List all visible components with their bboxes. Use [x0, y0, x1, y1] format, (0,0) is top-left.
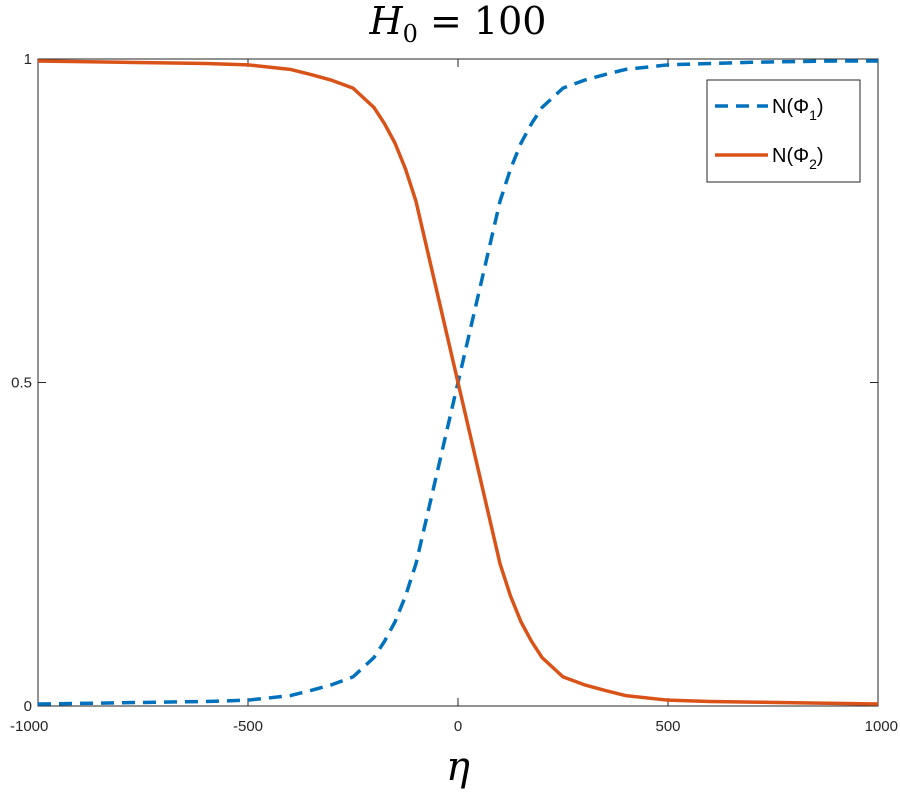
y-tick-label: 1 [24, 51, 32, 68]
y-tick-label: 0.5 [11, 375, 32, 392]
legend-box [706, 79, 861, 183]
legend-label-series-1: N(Φ1) [772, 96, 824, 123]
x-tick-label: 1000 [865, 718, 898, 735]
axis-ticks: -1000 -500 0 500 1000 0 0.5 1 [10, 51, 898, 735]
legend: N(Φ1) N(Φ2) [706, 79, 861, 183]
y-tick-label: 0 [24, 698, 32, 715]
x-tick-label: -500 [233, 718, 263, 735]
x-tick-label: 500 [655, 718, 680, 735]
series-line-2 [37, 59, 879, 706]
x-tick-label: 0 [454, 718, 462, 735]
chart-title: H0 = 100 [369, 0, 547, 48]
legend-label-series-2: N(Φ2) [772, 145, 824, 172]
series-layer [37, 59, 879, 706]
x-axis-label: η [446, 744, 470, 790]
x-tick-label: -1000 [10, 718, 48, 735]
